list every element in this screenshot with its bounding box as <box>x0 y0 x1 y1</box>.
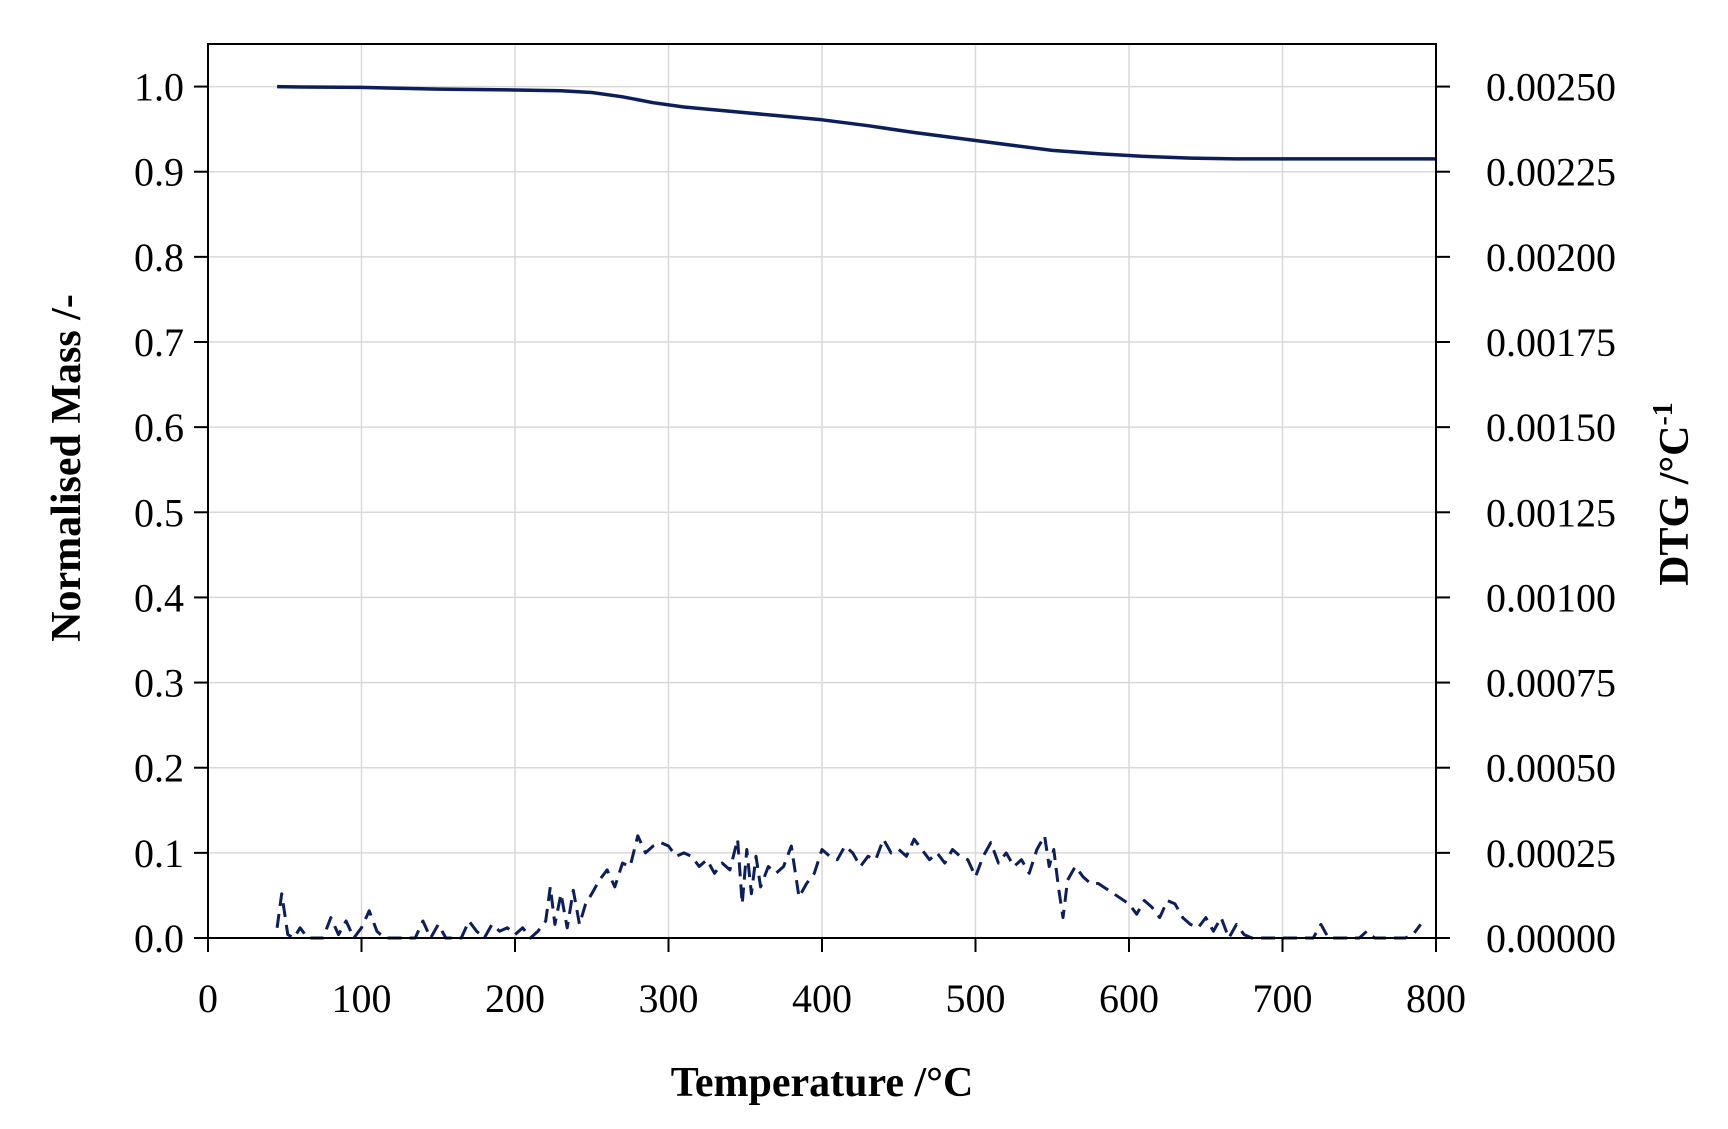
y2-axis-title-superscript: -1 <box>1648 402 1679 425</box>
y-tick-label: 0.1 <box>134 831 184 876</box>
x-tick-label: 100 <box>332 976 392 1021</box>
axis-ticks <box>194 85 1450 952</box>
series-layer <box>275 84 1436 940</box>
y-tick-label: 0.2 <box>134 746 184 791</box>
y-axis-title: Normalised Mass /- <box>44 294 90 642</box>
y2-tick-label: 0.00100 <box>1486 575 1616 620</box>
mass-series-line <box>277 84 1436 161</box>
y2-axis-title: DTG /°C-1 <box>1648 402 1698 586</box>
y-tick-label: 1.0 <box>134 65 184 110</box>
x-tick-label: 300 <box>639 976 699 1021</box>
y2-tick-label: 0.00075 <box>1486 661 1616 706</box>
y-tick-label: 0.4 <box>134 575 184 620</box>
x-tick-label: 200 <box>485 976 545 1021</box>
y2-tick-label: 0.00175 <box>1486 320 1616 365</box>
y-tick-label: 0.7 <box>134 320 184 365</box>
x-axis-title: Temperature /°C <box>671 1060 974 1106</box>
x-tick-label: 400 <box>792 976 852 1021</box>
y-tick-label: 0.9 <box>134 150 184 195</box>
x-tick-label: 600 <box>1099 976 1159 1021</box>
y-tick-label: 0.0 <box>134 916 184 961</box>
y2-tick-label: 0.00150 <box>1486 405 1616 450</box>
y-tick-label: 0.5 <box>134 490 184 535</box>
y2-axis-title-main: DTG /°C <box>1652 426 1698 586</box>
y2-tick-label: 0.00050 <box>1486 746 1616 791</box>
y2-tick-label: 0.00025 <box>1486 831 1616 876</box>
gridlines <box>208 44 1436 938</box>
y2-tick-label: 0.00250 <box>1486 65 1616 110</box>
tick-labels: 0 100 200 300 400 500 600 700 800 0.0 0.1 0.2 0.3 0.4… <box>134 65 1616 1021</box>
y-tick-label: 0.3 <box>134 661 184 706</box>
y-tick-label: 0.8 <box>134 235 184 280</box>
x-tick-label: 700 <box>1253 976 1313 1021</box>
y2-tick-label: 0.00000 <box>1486 916 1616 961</box>
y2-tick-label: 0.00225 <box>1486 150 1616 195</box>
x-tick-label: 800 <box>1406 976 1466 1021</box>
dtg-series-line <box>275 834 1422 940</box>
y2-tick-label: 0.00125 <box>1486 490 1616 535</box>
x-tick-label: 500 <box>946 976 1006 1021</box>
y-tick-label: 0.6 <box>134 405 184 450</box>
x-tick-label: 0 <box>198 976 218 1021</box>
y2-tick-label: 0.00200 <box>1486 235 1616 280</box>
